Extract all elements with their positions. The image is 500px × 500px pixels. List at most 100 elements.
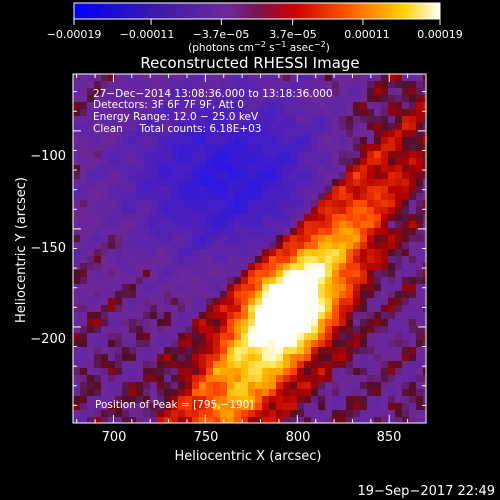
heatmap-cell bbox=[360, 410, 367, 417]
heatmap-cell bbox=[346, 102, 353, 109]
heatmap-cell bbox=[143, 263, 150, 270]
heatmap-cell bbox=[143, 368, 150, 375]
heatmap-cell bbox=[108, 74, 115, 81]
heatmap-cell bbox=[129, 235, 136, 242]
heatmap-cell bbox=[227, 207, 234, 214]
heatmap-cell bbox=[346, 109, 353, 116]
heatmap-cell bbox=[262, 291, 269, 298]
heatmap-cell bbox=[402, 354, 409, 361]
heatmap-cell bbox=[353, 333, 360, 340]
heatmap-cell bbox=[164, 396, 171, 403]
heatmap-cell bbox=[318, 116, 325, 123]
heatmap-cell bbox=[213, 340, 220, 347]
heatmap-cell bbox=[213, 95, 220, 102]
heatmap-cell bbox=[178, 375, 185, 382]
heatmap-cell bbox=[297, 158, 304, 165]
heatmap-cell bbox=[311, 165, 318, 172]
heatmap-cell bbox=[171, 396, 178, 403]
heatmap-cell bbox=[255, 298, 262, 305]
heatmap-cell bbox=[304, 305, 311, 312]
heatmap-cell bbox=[416, 319, 423, 326]
heatmap-cell bbox=[164, 123, 171, 130]
heatmap-cell bbox=[311, 123, 318, 130]
heatmap-cell bbox=[108, 333, 115, 340]
heatmap-cell bbox=[241, 354, 248, 361]
heatmap-cell bbox=[178, 249, 185, 256]
heatmap-cell bbox=[339, 200, 346, 207]
heatmap-cell bbox=[80, 165, 87, 172]
heatmap-cell bbox=[241, 172, 248, 179]
heatmap-cell bbox=[255, 214, 262, 221]
heatmap-cell bbox=[353, 186, 360, 193]
heatmap-cell bbox=[192, 207, 199, 214]
heatmap-cell bbox=[325, 312, 332, 319]
heatmap-cell bbox=[150, 109, 157, 116]
heatmap-cell bbox=[262, 382, 269, 389]
heatmap-cell bbox=[325, 228, 332, 235]
heatmap-cell bbox=[276, 410, 283, 417]
heatmap-cell bbox=[395, 214, 402, 221]
heatmap-cell bbox=[297, 291, 304, 298]
heatmap-cell bbox=[290, 144, 297, 151]
heatmap-cell bbox=[115, 291, 122, 298]
heatmap-cell bbox=[108, 368, 115, 375]
heatmap-cell bbox=[241, 277, 248, 284]
heatmap-cell bbox=[115, 207, 122, 214]
heatmap-cell bbox=[255, 256, 262, 263]
heatmap-cell bbox=[248, 382, 255, 389]
heatmap-cell bbox=[353, 172, 360, 179]
heatmap-cell bbox=[227, 361, 234, 368]
heatmap-cell bbox=[409, 256, 416, 263]
heatmap-cell bbox=[213, 130, 220, 137]
heatmap-cell bbox=[423, 319, 426, 326]
heatmap-cell bbox=[227, 74, 234, 81]
heatmap-cell bbox=[199, 200, 206, 207]
heatmap-cell bbox=[297, 410, 304, 417]
heatmap-cell bbox=[73, 396, 80, 403]
heatmap-cell bbox=[311, 347, 318, 354]
heatmap-cell bbox=[241, 151, 248, 158]
x-tick-label-1: 750 bbox=[194, 430, 219, 445]
heatmap-cell bbox=[129, 144, 136, 151]
heatmap-cell bbox=[353, 151, 360, 158]
heatmap-cell bbox=[325, 102, 332, 109]
heatmap-cell bbox=[416, 144, 423, 151]
heatmap-cell bbox=[269, 88, 276, 95]
heatmap-cell bbox=[87, 214, 94, 221]
heatmap-cell bbox=[367, 326, 374, 333]
heatmap-cell bbox=[213, 165, 220, 172]
heatmap-cell bbox=[220, 354, 227, 361]
heatmap-cell bbox=[101, 179, 108, 186]
heatmap-cell bbox=[339, 158, 346, 165]
heatmap-cell bbox=[101, 193, 108, 200]
heatmap-cell bbox=[318, 403, 325, 410]
heatmap-cell bbox=[164, 158, 171, 165]
heatmap-cell bbox=[157, 74, 164, 81]
heatmap-cell bbox=[108, 200, 115, 207]
heatmap-cell bbox=[276, 340, 283, 347]
heatmap-cell bbox=[129, 137, 136, 144]
heatmap-cell bbox=[360, 291, 367, 298]
heatmap-cell bbox=[353, 368, 360, 375]
heatmap-cell bbox=[311, 172, 318, 179]
heatmap-cell bbox=[115, 249, 122, 256]
heatmap-cell bbox=[206, 340, 213, 347]
heatmap-cell bbox=[136, 403, 143, 410]
heatmap-cell bbox=[108, 361, 115, 368]
heatmap-cell bbox=[381, 88, 388, 95]
heatmap-cell bbox=[381, 123, 388, 130]
heatmap-cell bbox=[122, 179, 129, 186]
heatmap-cell bbox=[381, 95, 388, 102]
heatmap-cell bbox=[206, 249, 213, 256]
heatmap-cell bbox=[164, 382, 171, 389]
heatmap-cell bbox=[353, 319, 360, 326]
heatmap-cell bbox=[150, 291, 157, 298]
heatmap-cell bbox=[171, 333, 178, 340]
heatmap-cell bbox=[304, 81, 311, 88]
heatmap-cell bbox=[346, 186, 353, 193]
heatmap-cell bbox=[164, 221, 171, 228]
heatmap-cell bbox=[206, 361, 213, 368]
heatmap-cell bbox=[304, 333, 311, 340]
heatmap-cell bbox=[206, 95, 213, 102]
heatmap-cell bbox=[206, 382, 213, 389]
